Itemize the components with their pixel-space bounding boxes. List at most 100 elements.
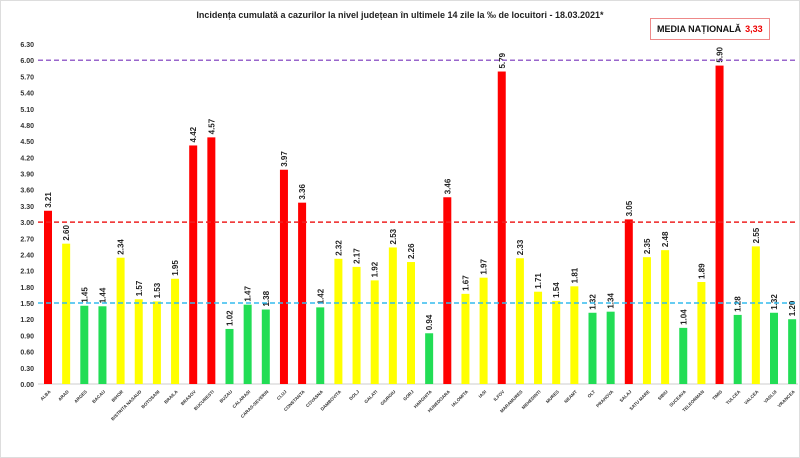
x-tick-label: ILFOV (493, 389, 506, 402)
bar (642, 257, 651, 384)
data-label: 1.53 (153, 282, 162, 298)
data-label: 1.42 (316, 288, 325, 304)
bar (425, 333, 434, 384)
bar (497, 71, 506, 385)
data-label: 3.46 (443, 178, 452, 194)
y-tick-label: 3.90 (20, 172, 34, 179)
data-label: 1.44 (98, 287, 107, 303)
x-tick-label: ARGES (73, 389, 88, 404)
bar (189, 145, 198, 384)
x-tick-label: GALATI (363, 389, 378, 404)
y-tick-label: 6.00 (20, 58, 34, 65)
y-tick-label: 3.00 (20, 220, 34, 227)
data-label: 1.02 (226, 310, 235, 326)
data-label: 5.90 (716, 46, 725, 62)
x-tick-label: BIHOR (111, 389, 125, 403)
data-label: 1.71 (534, 273, 543, 289)
y-tick-label: 3.60 (20, 188, 34, 195)
x-tick-label: OLT (587, 389, 597, 399)
bar (624, 219, 633, 384)
x-tick-label: SALAJ (619, 389, 633, 403)
bar (225, 328, 234, 384)
y-tick-label: 4.50 (20, 139, 34, 146)
data-label: 4.57 (207, 118, 216, 134)
bar (461, 293, 470, 384)
data-label: 2.35 (643, 238, 652, 254)
x-tick-label: VALCEA (743, 389, 760, 406)
y-tick-label: 0.00 (20, 382, 34, 389)
data-label: 1.32 (770, 294, 779, 310)
x-tick-label: DOLJ (348, 389, 360, 401)
bar (80, 305, 89, 384)
x-tick-label: BOTOSANI (140, 389, 160, 409)
data-label: 1.92 (371, 261, 380, 277)
bar (515, 258, 524, 384)
bar (788, 319, 797, 384)
bar (751, 246, 760, 384)
bar (171, 278, 180, 384)
data-label: 3.36 (298, 184, 307, 200)
x-tick-label: TIMIS (711, 389, 723, 401)
y-tick-label: 0.90 (20, 333, 34, 340)
data-label: 1.04 (679, 309, 688, 325)
x-tick-label: IALOMITA (450, 389, 469, 408)
x-tick-label: BRASOV (180, 389, 197, 406)
data-label: 1.97 (480, 259, 489, 275)
national-average-label: MEDIA NAȚIONALĂ (657, 24, 742, 34)
bar (44, 210, 52, 384)
y-tick-label: 5.10 (20, 107, 34, 114)
data-label: 1.32 (589, 294, 598, 310)
bar (116, 257, 125, 384)
data-label: 1.89 (697, 263, 706, 279)
data-label: 3.97 (280, 151, 289, 167)
y-tick-label: 4.80 (20, 123, 34, 130)
x-tick-label: GORJ (402, 389, 415, 402)
bar (261, 309, 270, 384)
bar (134, 299, 143, 384)
bar (534, 291, 543, 384)
x-tick-label: MEHEDINTI (521, 389, 542, 410)
data-label: 2.17 (353, 248, 362, 264)
data-label: 1.67 (461, 275, 470, 291)
y-tick-label: 6.30 (20, 42, 34, 49)
bar (606, 311, 615, 384)
bar (679, 327, 688, 384)
y-tick-label: 1.80 (20, 285, 34, 292)
x-tick-label: ALBA (39, 389, 52, 402)
data-label: 3.21 (44, 192, 53, 208)
bar (552, 300, 561, 384)
bar (588, 312, 597, 384)
y-tick-label: 3.30 (20, 204, 34, 211)
data-label: 1.45 (80, 287, 89, 303)
x-tick-label: IASI (478, 389, 488, 399)
y-tick-label: 2.10 (20, 269, 34, 276)
x-tick-label: TULCEA (725, 389, 742, 406)
bar (370, 280, 379, 384)
bar (407, 262, 415, 384)
bar (733, 314, 742, 384)
bar (279, 169, 288, 384)
x-tick-label: GIURGIU (379, 389, 396, 406)
y-tick-label: 2.40 (20, 252, 34, 259)
y-tick-label: 0.30 (20, 366, 34, 373)
national-average-box: MEDIA NAȚIONALĂ 3,33 (650, 18, 770, 40)
x-tick-label: MURES (545, 389, 560, 404)
x-tick-label: BUZAU (219, 389, 234, 404)
national-average-value: 3,33 (745, 24, 763, 34)
bar (316, 307, 325, 384)
x-tick-label: BRAILA (163, 389, 179, 405)
x-tick-label: BACAU (91, 389, 106, 404)
bar (98, 306, 107, 384)
data-label: 2.60 (62, 225, 71, 241)
data-label: 1.47 (244, 286, 253, 302)
x-tick-label: VASLUI (763, 389, 778, 404)
data-label: 4.42 (189, 126, 198, 142)
bar (298, 202, 307, 384)
bar (443, 197, 452, 384)
data-label: 1.57 (135, 280, 144, 296)
data-label: 1.54 (552, 282, 561, 298)
y-tick-label: 5.70 (20, 74, 34, 81)
bar (352, 266, 361, 384)
bar (479, 277, 488, 384)
